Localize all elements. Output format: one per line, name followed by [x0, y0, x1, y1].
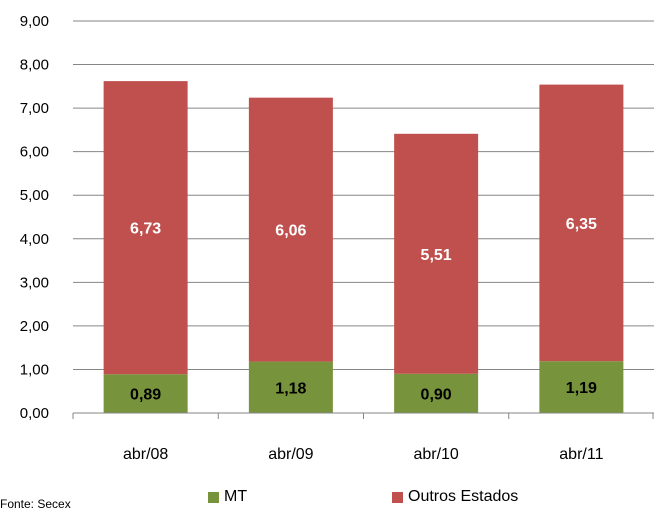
y-tick-label: 9,00: [20, 13, 49, 30]
y-tick-label: 8,00: [20, 57, 49, 74]
x-axis: abr/08 abr/09 abr/10 abr/11: [72, 412, 654, 463]
data-label: 0,90: [421, 386, 452, 403]
data-label: 1,18: [275, 380, 306, 397]
bar: [248, 361, 333, 413]
x-tick-label: abr/08: [123, 446, 168, 463]
bar: [103, 81, 188, 375]
y-tick-label: 5,00: [20, 187, 49, 204]
data-label: 6,35: [566, 216, 597, 233]
bar: [103, 374, 188, 413]
data-label: 6,06: [275, 223, 306, 240]
data-label: 1,19: [566, 380, 597, 397]
data-label: 0,89: [130, 387, 161, 404]
y-tick-label: 1,00: [20, 361, 49, 378]
x-tick-label: abr/11: [559, 446, 603, 463]
y-tick-label: 7,00: [20, 100, 49, 117]
y-tick-label: 6,00: [20, 144, 49, 161]
y-axis-ticks: 0,00 1,00 2,00 3,00 4,00 5,00 6,00 7,00 8,00 9,00: [20, 13, 49, 422]
bar: [394, 133, 479, 374]
legend-item-mt: MT: [208, 488, 247, 506]
legend-swatch-mt: [208, 491, 219, 503]
bar: [539, 84, 624, 362]
legend-label-outros-estados: Outros Estados: [408, 488, 519, 505]
x-tick-label: abr/10: [413, 446, 458, 463]
bar: [394, 373, 479, 413]
data-label: 6,73: [130, 221, 161, 238]
y-tick-label: 0,00: [20, 405, 49, 422]
source-note: Fonte: Secex: [0, 497, 71, 511]
x-tick-label: abr/09: [268, 446, 313, 463]
legend-swatch-outros-estados: [392, 491, 403, 503]
bar: [248, 97, 333, 362]
data-labels: 0,89 6,73 1,18 6,06 0,90 5,51 1,19 6,35: [130, 216, 597, 404]
bars: [103, 81, 624, 413]
y-tick-label: 3,00: [20, 274, 49, 291]
data-label: 5,51: [421, 247, 452, 264]
y-tick-label: 4,00: [20, 231, 49, 248]
legend-item-outros-estados: Outros Estados: [392, 488, 518, 506]
legend-label-mt: MT: [224, 488, 248, 505]
y-tick-label: 2,00: [20, 318, 49, 335]
bar: [539, 361, 624, 413]
